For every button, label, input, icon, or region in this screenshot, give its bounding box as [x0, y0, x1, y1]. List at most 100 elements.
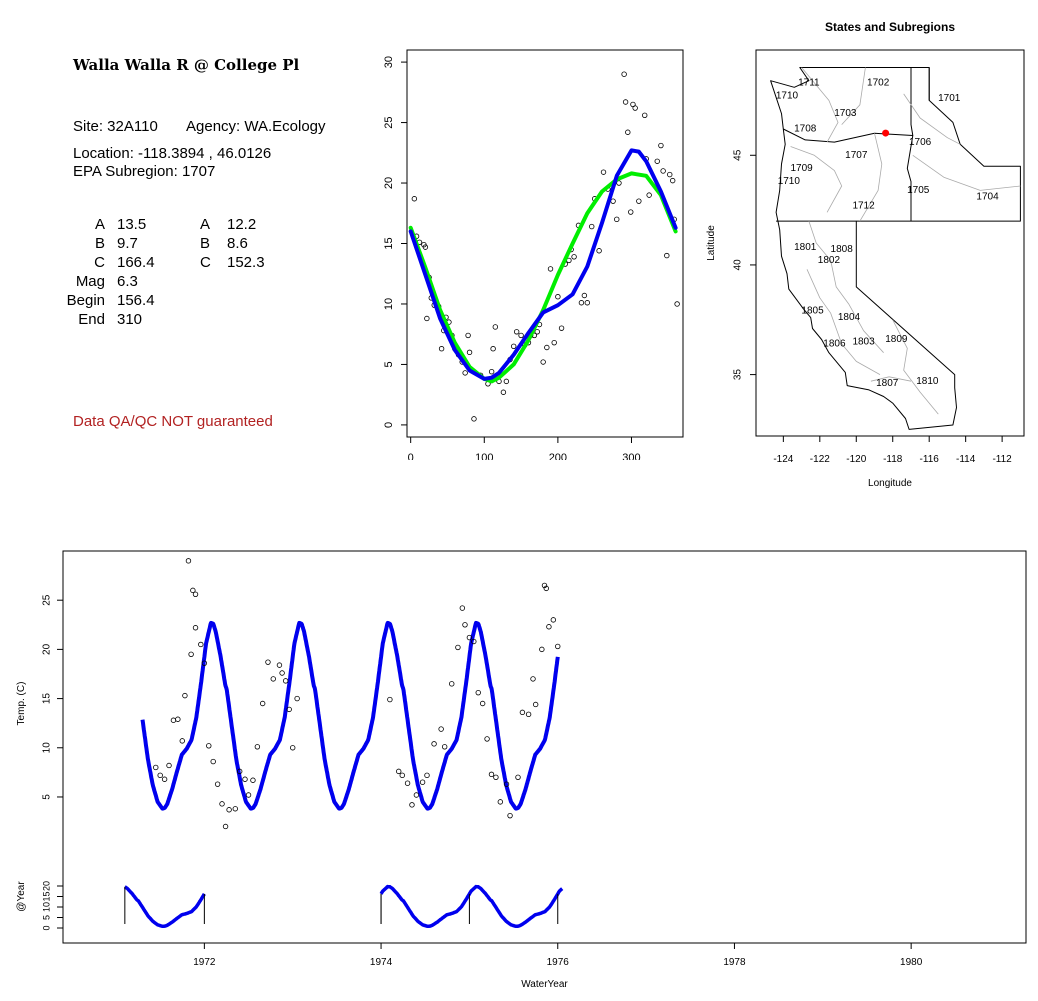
data-point: [431, 741, 437, 747]
data-point: [500, 389, 507, 395]
param-value: 13.5: [117, 216, 147, 233]
data-point: [424, 772, 430, 779]
data-point: [600, 169, 607, 175]
data-point: [616, 180, 622, 186]
data-point: [290, 745, 296, 751]
subregion-boundary: [808, 220, 884, 353]
x-tick-label: 1976: [547, 957, 570, 968]
data-point: [493, 774, 499, 780]
x-tick-label: -124: [773, 454, 793, 465]
data-point: [294, 695, 300, 702]
data-point: [660, 168, 666, 174]
data-point: [179, 738, 185, 744]
lower-y-tick-label: 20: [41, 881, 51, 891]
data-point: [166, 762, 172, 769]
data-point: [530, 676, 536, 682]
qa-note: Data QA/QC NOT guaranteed: [73, 413, 273, 430]
data-point: [667, 171, 673, 178]
data-point: [170, 717, 177, 723]
param-value: 166.4: [117, 254, 155, 271]
lower-y-tick-label: 10: [41, 902, 51, 912]
param-value: 8.6: [227, 235, 248, 252]
data-point: [236, 768, 243, 775]
subregion-label: EPA Subregion: 1707: [73, 163, 216, 180]
site-title: Walla Walla R @ College Pl: [73, 56, 300, 74]
subregion-label: 1808: [831, 244, 854, 255]
data-point: [153, 764, 159, 771]
data-point: [614, 216, 620, 223]
data-point: [462, 622, 468, 628]
y-tick-label: 25: [42, 594, 53, 606]
data-point: [669, 177, 676, 184]
subregion-label: 1701: [938, 93, 961, 104]
subregion-label: 1809: [885, 334, 908, 345]
data-point: [270, 676, 276, 682]
x-axis-label: Longitude: [868, 478, 912, 489]
x-tick-label: 1978: [723, 957, 746, 968]
subregion-label: 1704: [976, 192, 999, 203]
data-point: [192, 625, 199, 631]
param-label: End: [78, 311, 105, 328]
subregion-label: 1711: [798, 78, 820, 89]
plot-frame: [62, 550, 1027, 944]
data-point: [404, 780, 411, 786]
subregion-boundary: [859, 133, 883, 222]
data-point: [581, 292, 588, 299]
site-label: Site: 32A110: [73, 118, 158, 135]
data-point: [532, 701, 539, 708]
subregion-label: 1804: [838, 312, 861, 323]
data-point: [555, 294, 561, 300]
subregion-boundary: [841, 67, 866, 125]
data-point: [471, 638, 477, 645]
subregion-label: 1801: [794, 242, 817, 253]
data-point: [409, 802, 415, 808]
data-point: [201, 660, 208, 666]
data-point: [190, 587, 196, 594]
data-point: [459, 605, 466, 611]
data-point: [250, 777, 256, 783]
data-point: [219, 801, 225, 807]
data-point: [438, 346, 445, 352]
subregion-label: 1806: [823, 339, 846, 350]
data-point: [622, 99, 629, 105]
data-point: [438, 726, 444, 732]
subregion-label: 1805: [801, 306, 824, 317]
data-point: [625, 129, 631, 135]
data-point: [222, 823, 229, 830]
param-value: 152.3: [227, 254, 265, 271]
x-tick-label: 1974: [370, 957, 393, 968]
data-point: [399, 772, 405, 779]
subregion-boundary: [903, 93, 961, 145]
param-label: C: [94, 254, 105, 271]
param-label: B: [94, 235, 105, 252]
data-point: [571, 254, 577, 260]
data-point: [555, 643, 561, 650]
subregion-label: 1706: [909, 137, 932, 148]
data-point: [387, 696, 393, 703]
data-point: [540, 359, 546, 365]
water-year-temperature-chart: 1972 1974 1976 1978 198051015202505101520Wat…: [16, 550, 1027, 990]
data-point: [610, 198, 616, 204]
data-point: [276, 662, 283, 668]
data-point: [206, 743, 212, 749]
data-point: [658, 142, 664, 149]
lower-y-tick-label: 15: [41, 891, 51, 901]
data-point: [210, 758, 216, 765]
data-point: [441, 744, 448, 750]
data-point: [558, 325, 565, 331]
data-point: [628, 209, 634, 215]
state-outline: [770, 67, 1021, 430]
data-point: [646, 192, 652, 198]
y-tick-label: 35: [733, 369, 744, 381]
x-tick-label: -120: [846, 454, 866, 465]
data-point: [396, 768, 402, 775]
data-point: [546, 624, 552, 630]
data-point: [449, 681, 455, 687]
data-point: [188, 651, 194, 658]
subregion-label: 1810: [916, 376, 939, 387]
subregion-label: 1807: [876, 378, 899, 389]
param-value: 6.3: [117, 273, 138, 290]
lower-y-axis-label: @Year: [16, 881, 27, 912]
data-point: [636, 198, 642, 204]
y-tick-label: 10: [42, 742, 53, 754]
